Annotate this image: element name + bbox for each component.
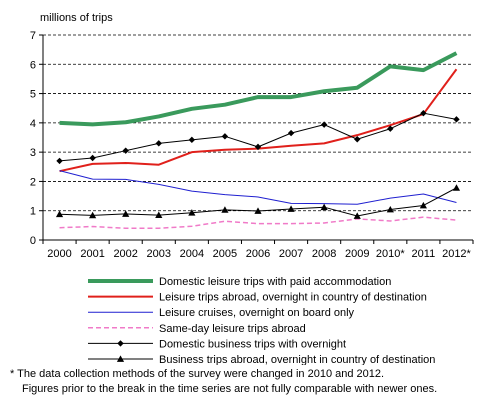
data-point <box>320 203 328 211</box>
x-tick-label: 2000 <box>47 248 71 260</box>
legend-label: Same-day leisure trips abroad <box>159 323 306 335</box>
x-tick-label: 2001 <box>80 248 104 260</box>
legend-label: Leisure trips abroad, overnight in count… <box>159 292 427 304</box>
data-point <box>354 136 361 143</box>
y-tick-label: 5 <box>30 89 36 101</box>
legend-label: Leisure cruises, overnight on board only <box>159 307 355 319</box>
legend-item: Domestic leisure trips with paid accommo… <box>88 276 391 288</box>
footnote-line-2: Figures prior to the break in the time s… <box>22 383 438 395</box>
data-point <box>89 154 96 162</box>
axes <box>42 35 473 241</box>
legend-item: Leisure cruises, overnight on board only <box>88 307 355 319</box>
series-5 <box>55 184 461 219</box>
y-tick-label: 3 <box>30 147 36 159</box>
x-tick-label: 2011 <box>412 248 436 260</box>
series-line <box>59 68 458 173</box>
series-3 <box>59 216 457 230</box>
data-point <box>122 210 130 217</box>
legend-label: Business trips abroad, overnight in coun… <box>159 354 435 365</box>
series-4 <box>56 109 460 165</box>
series-line <box>59 51 458 127</box>
data-point <box>419 201 427 209</box>
y-tick-label: 6 <box>30 59 36 71</box>
y-tick-label: 1 <box>30 206 36 218</box>
data-point <box>320 121 328 128</box>
data-point <box>353 212 361 219</box>
data-point <box>155 140 162 147</box>
data-point <box>453 116 460 123</box>
legend-item: Same-day leisure trips abroad <box>88 323 306 335</box>
data-point <box>221 206 229 213</box>
series-0 <box>59 51 458 127</box>
data-point <box>221 133 229 140</box>
data-point <box>386 205 394 213</box>
legend: Domestic leisure trips with paid accommo… <box>88 276 435 365</box>
data-point <box>55 210 64 218</box>
x-tick-label: 2002 <box>113 248 137 260</box>
data-point <box>56 157 63 165</box>
y-tick-label: 4 <box>30 118 36 130</box>
data-point <box>254 143 262 151</box>
legend-marker <box>116 355 125 362</box>
legend-label: Domestic leisure trips with paid accommo… <box>159 276 391 288</box>
series-line <box>59 112 457 162</box>
series-2 <box>59 170 457 205</box>
x-tick-label: 2010* <box>376 248 405 260</box>
footnote: * The data collection methods of the sur… <box>10 367 486 397</box>
data-point <box>122 147 129 154</box>
x-axis-ticks: 2000 2001 2002 2003 2004 2005 2006 2007 2008 2009… <box>42 240 474 260</box>
x-tick-label: 2008 <box>312 248 336 260</box>
data-series <box>55 51 461 230</box>
y-tick-label: 0 <box>30 235 36 247</box>
y-tick-label: 7 <box>30 30 36 42</box>
y-tick-label: 2 <box>30 176 36 188</box>
x-tick-label: 2007 <box>279 248 303 260</box>
data-point <box>420 109 427 117</box>
series-line <box>59 170 457 205</box>
legend-marker <box>117 340 124 347</box>
x-tick-label: 2012* <box>442 248 471 260</box>
data-point <box>452 184 461 191</box>
data-point <box>188 136 196 144</box>
y-axis-label: millions of trips <box>40 12 113 24</box>
data-point <box>89 211 97 219</box>
legend-item: Domestic business trips with overnight <box>88 338 346 350</box>
x-tick-label: 2005 <box>213 248 237 260</box>
data-point <box>188 209 196 216</box>
x-tick-label: 2004 <box>180 248 204 260</box>
x-tick-label: 2009 <box>345 248 369 260</box>
data-point <box>287 129 295 137</box>
series-line <box>59 216 457 230</box>
y-axis-ticks: 0 1 2 3 4 5 6 7 <box>30 30 43 247</box>
data-point <box>287 205 295 212</box>
legend-item: Business trips abroad, overnight in coun… <box>88 354 435 365</box>
legend-item: Leisure trips abroad, overnight in count… <box>88 292 427 304</box>
series-1 <box>59 68 458 173</box>
data-point <box>387 125 394 132</box>
x-tick-label: 2003 <box>147 248 171 260</box>
legend-label: Domestic business trips with overnight <box>159 338 346 350</box>
footnote-line-1: * The data collection methods of the sur… <box>10 368 385 380</box>
data-point <box>155 211 163 218</box>
x-tick-label: 2006 <box>246 248 270 260</box>
data-point <box>254 207 262 214</box>
